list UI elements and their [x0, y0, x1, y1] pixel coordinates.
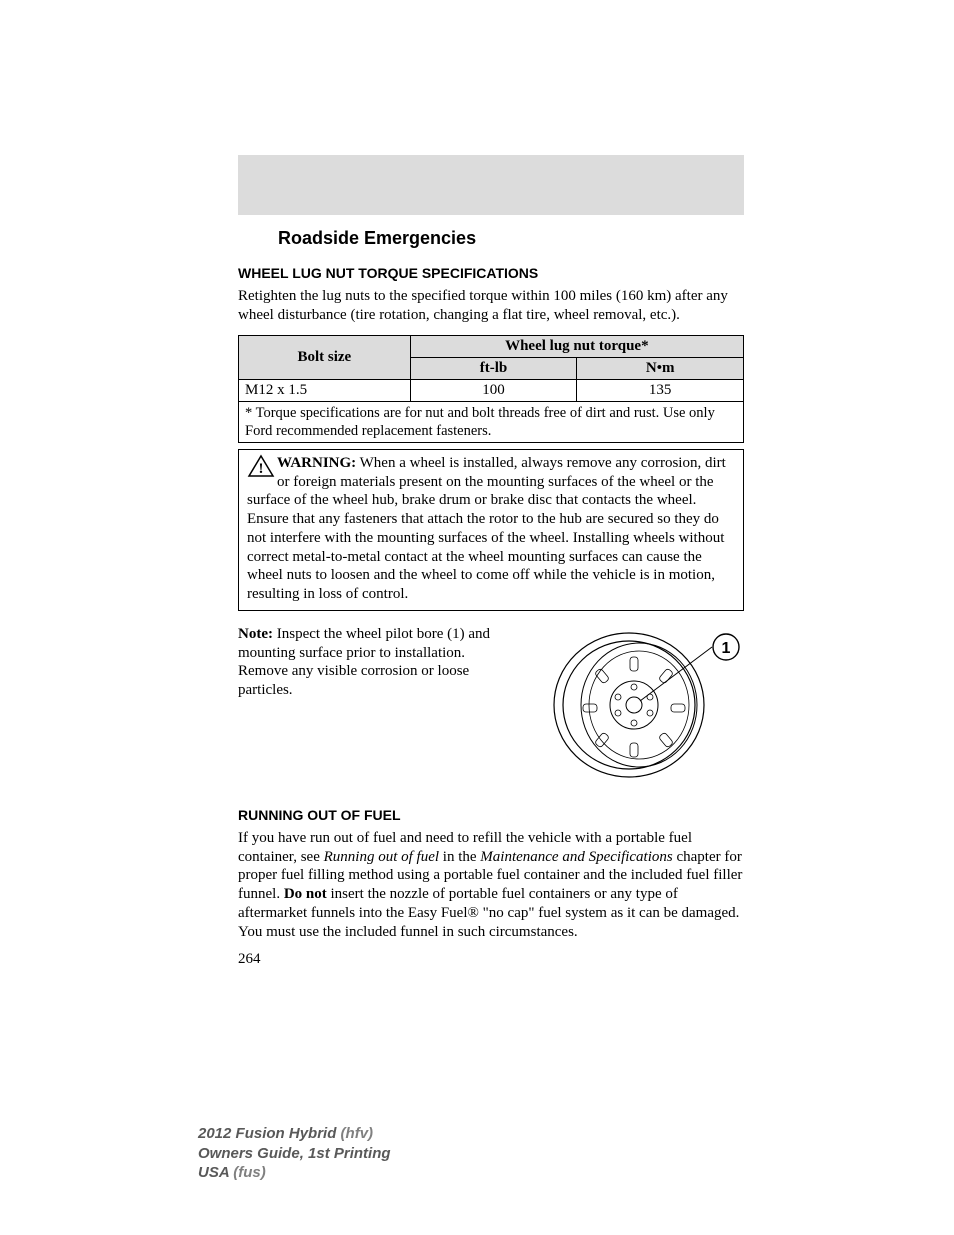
fuel-text: If you have run out of fuel and need to … [238, 829, 744, 942]
th-nm: N•m [577, 357, 744, 379]
intro-text: Retighten the lug nuts to the specified … [238, 287, 744, 325]
section-title: Roadside Emergencies [278, 228, 476, 249]
note-row: Note: Inspect the wheel pilot bore (1) a… [238, 625, 744, 785]
td-bolt: M12 x 1.5 [239, 379, 411, 401]
heading-lugnut: WHEEL LUG NUT TORQUE SPECIFICATIONS [238, 265, 744, 281]
td-nm: 135 [577, 379, 744, 401]
th-bolt-size: Bolt size [239, 335, 411, 379]
torque-table: Bolt size Wheel lug nut torque* ft-lb N•… [238, 335, 744, 443]
header-bar [238, 155, 744, 215]
fuel-b: Do not [284, 886, 327, 902]
footer-code1: (hfv) [341, 1125, 374, 1142]
svg-text:!: ! [259, 461, 264, 477]
warning-label: WARNING: [277, 455, 356, 471]
warning-icon: ! [247, 454, 275, 478]
diagram-callout-1: 1 [722, 640, 731, 657]
th-torque: Wheel lug nut torque* [410, 335, 743, 357]
th-ftlb: ft-lb [410, 357, 577, 379]
note-label: Note: [238, 626, 273, 642]
footer-region: USA [198, 1164, 233, 1181]
wheel-diagram: 1 [534, 625, 744, 785]
fuel-i2: Maintenance and Specifications [480, 849, 672, 865]
heading-fuel: RUNNING OUT OF FUEL [238, 807, 744, 823]
page-content: WHEEL LUG NUT TORQUE SPECIFICATIONS Reti… [238, 265, 744, 968]
footer-guide: Owners Guide, 1st Printing [198, 1144, 391, 1164]
note-text-block: Note: Inspect the wheel pilot bore (1) a… [238, 625, 518, 700]
note-text: Inspect the wheel pilot bore (1) and mou… [238, 626, 490, 698]
td-ftlb: 100 [410, 379, 577, 401]
fuel-i1: Running out of fuel [324, 849, 439, 865]
td-footnote: * Torque specifications are for nut and … [239, 401, 744, 442]
page-number: 264 [238, 951, 744, 968]
fuel-t2: in the [439, 849, 480, 865]
footer: 2012 Fusion Hybrid (hfv) Owners Guide, 1… [198, 1124, 391, 1183]
footer-code2: (fus) [233, 1164, 266, 1181]
warning-box: ! WARNING: When a wheel is installed, al… [238, 449, 744, 611]
warning-text: When a wheel is installed, always remove… [247, 455, 726, 602]
footer-model: 2012 Fusion Hybrid [198, 1125, 341, 1142]
